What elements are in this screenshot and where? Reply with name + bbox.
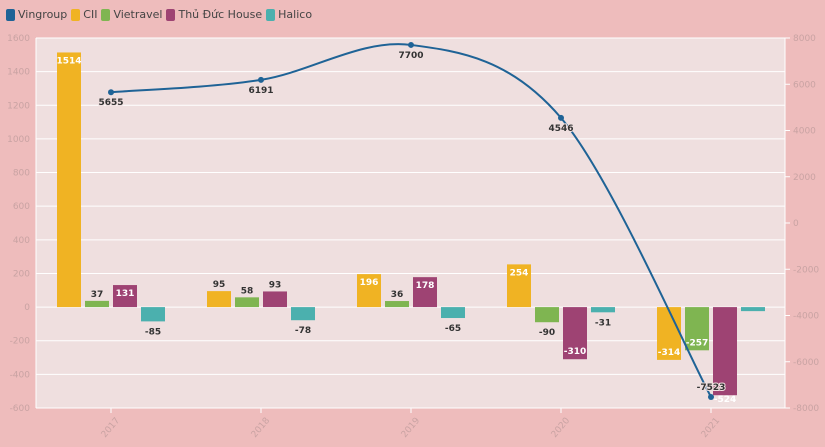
legend-item[interactable]: Vietravel	[101, 8, 162, 21]
line-data-label: 4546	[548, 124, 573, 134]
data-label: 58	[241, 286, 254, 296]
left-tick-label: 800	[13, 169, 30, 179]
right-tick-label: -2000	[793, 265, 819, 275]
data-label: 36	[391, 290, 404, 300]
line-data-label: -7523	[697, 383, 726, 393]
legend-label: Vietravel	[113, 8, 163, 21]
line-data-label: 6191	[248, 86, 273, 96]
legend-swatch	[166, 8, 176, 21]
bar-vietravel[interactable]	[685, 307, 709, 351]
data-label: -524	[714, 395, 737, 405]
x-tick-label: 2021	[700, 416, 722, 440]
bar-cii[interactable]	[57, 52, 81, 308]
line-vingroup[interactable]	[110, 43, 712, 398]
legend-item[interactable]: Vingroup	[6, 8, 67, 21]
bar-thủ-đức-house[interactable]	[413, 277, 437, 308]
bar-thủ-đức-house[interactable]	[713, 307, 737, 396]
line-point[interactable]	[558, 114, 564, 121]
line-point[interactable]	[108, 89, 114, 96]
bar-halico[interactable]	[591, 307, 615, 313]
legend-swatch	[101, 8, 111, 21]
legend-item[interactable]: Thủ Đức House	[166, 8, 262, 21]
data-label: -65	[445, 324, 461, 334]
right-tick-label: 8000	[793, 34, 816, 44]
left-tick-label: 1600	[7, 34, 30, 44]
line-point[interactable]	[258, 76, 264, 83]
bar-halico[interactable]	[141, 307, 165, 322]
bar-halico[interactable]	[441, 307, 465, 319]
bar-cii[interactable]	[657, 307, 681, 360]
bar-halico[interactable]	[741, 307, 765, 312]
right-tick-label: 6000	[793, 80, 816, 90]
data-label: 254	[510, 268, 529, 278]
legend-swatch	[6, 8, 15, 21]
bar-thủ-đức-house[interactable]	[563, 307, 587, 360]
right-tick-label: -6000	[793, 358, 819, 368]
legend-item[interactable]: Halico	[266, 8, 312, 21]
left-tick-label: 1200	[7, 101, 30, 111]
left-tick-label: 1400	[7, 68, 30, 78]
line-data-label: 5655	[98, 98, 123, 108]
bar-thủ-đức-house[interactable]	[263, 291, 287, 308]
x-tick-label: 2020	[550, 416, 573, 440]
legend-label: Thủ Đức House	[178, 8, 263, 21]
legend: Vingroup CII Vietravel Thủ Đức House Halico	[6, 8, 312, 21]
legend-label: Halico	[278, 8, 313, 21]
bar-cii[interactable]	[207, 291, 231, 308]
data-label: -257	[686, 338, 709, 348]
data-label: -85	[145, 327, 161, 337]
x-tick-label: 2019	[400, 416, 423, 440]
right-tick-label: 4000	[793, 127, 816, 137]
legend-item[interactable]: CII	[71, 8, 97, 21]
legend-swatch	[266, 8, 276, 21]
left-tick-label: 400	[13, 236, 30, 246]
right-tick-label: -8000	[793, 404, 819, 414]
right-tick-label: 2000	[793, 173, 816, 183]
data-label: -31	[595, 318, 611, 328]
bar-vietravel[interactable]	[535, 307, 559, 323]
data-label: -90	[539, 328, 555, 338]
legend-label: Vingroup	[18, 8, 68, 21]
data-label: 131	[116, 289, 135, 299]
bar-halico[interactable]	[291, 307, 315, 321]
x-tick-label: 2018	[250, 416, 273, 440]
line-point[interactable]	[408, 41, 414, 48]
left-tick-label: 600	[13, 202, 30, 212]
left-tick-label: 0	[24, 303, 30, 313]
data-label: 37	[91, 290, 104, 300]
line-point[interactable]	[708, 393, 714, 400]
bar-cii[interactable]	[357, 274, 381, 308]
left-tick-label: -400	[10, 370, 31, 380]
data-label: 1514	[56, 56, 81, 66]
legend-label: CII	[83, 8, 98, 21]
bar-vietravel[interactable]	[385, 301, 409, 308]
right-tick-label: -4000	[793, 312, 819, 322]
data-label: -310	[564, 347, 587, 357]
bar-vietravel[interactable]	[85, 300, 109, 308]
left-tick-label: 200	[13, 269, 30, 279]
line-data-label: 7700	[398, 51, 423, 61]
legend-swatch	[71, 8, 81, 21]
right-tick-label: 0	[793, 219, 799, 229]
data-label: 93	[269, 280, 282, 290]
data-label: -78	[295, 326, 311, 336]
left-tick-label: 1000	[7, 135, 30, 145]
data-label: 196	[360, 278, 379, 288]
bar-thủ-đức-house[interactable]	[113, 285, 137, 308]
data-label: 178	[416, 281, 435, 291]
bar-vietravel[interactable]	[235, 297, 259, 308]
data-label: 95	[213, 280, 226, 290]
left-tick-label: -600	[10, 404, 31, 414]
x-tick-label: 2017	[100, 416, 122, 440]
bar-cii[interactable]	[507, 264, 531, 308]
left-tick-label: -200	[10, 337, 31, 347]
data-label: -314	[658, 348, 681, 358]
